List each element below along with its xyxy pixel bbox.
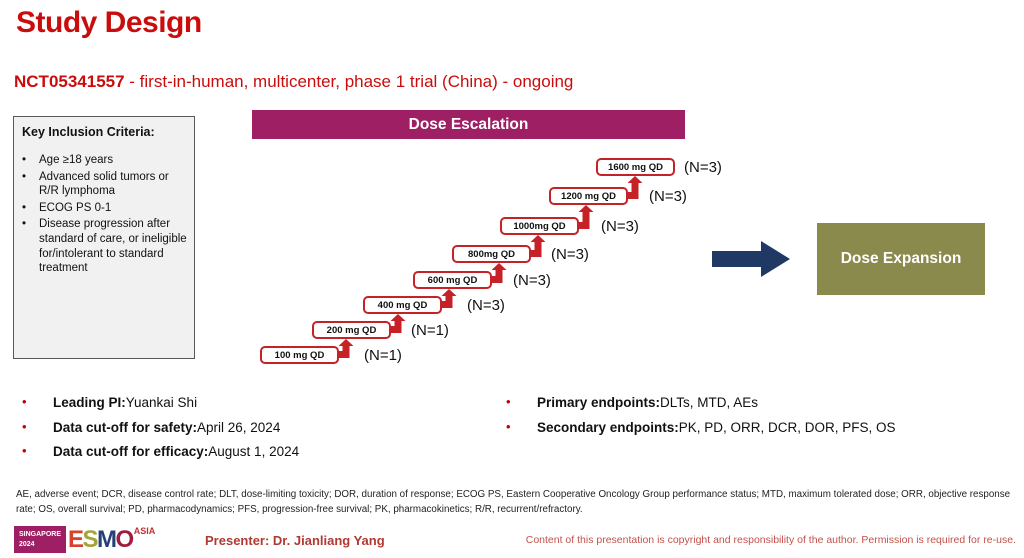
inclusion-item: • Disease progression after standard of c… (22, 217, 188, 275)
subtitle-rest: - first-in-human, multicenter, phase 1 t… (124, 72, 574, 91)
logo-letters: ESMO (68, 526, 135, 553)
logo-badge: SINGAPORE 2024 (14, 526, 67, 553)
bullet-icon: • (22, 201, 27, 214)
detail-item: • Primary endpoints: DLTs, MTD, AEs (506, 394, 1016, 412)
inclusion-item-text: Advanced solid tumors or R/R lymphoma (39, 170, 169, 198)
detail-item: • Data cut-off for safety: April 26, 2024 (22, 419, 492, 437)
detail-value: PK, PD, ORR, DCR, DOR, PFS, OS (678, 419, 896, 435)
detail-label: Data cut-off for safety: (53, 419, 198, 435)
dose-box-100-mg-qd: 100 mg QD (260, 346, 339, 364)
subtitle: NCT05341557 - first-in-human, multicente… (14, 72, 573, 92)
page-title: Study Design (16, 6, 202, 39)
copyright-notice: Content of this presentation is copyrigh… (525, 534, 1016, 546)
logo-letter-s: S (82, 526, 99, 553)
logo-letter-o: O (115, 526, 135, 553)
bullet-icon: • (506, 418, 511, 434)
dose-box-400-mg-qd: 400 mg QD (363, 296, 442, 314)
inclusion-criteria-box: Key Inclusion Criteria: • Age ≥18 years • A… (13, 116, 195, 359)
dose-box-1000mg-qd: 1000mg QD (500, 217, 579, 235)
cohort-size-label: (N=1) (364, 347, 402, 364)
study-details-left: • Leading PI: Yuankai Shi • Data cut-off fo… (22, 394, 492, 468)
logo-letter-m: M (97, 526, 117, 553)
bullet-icon: • (506, 394, 511, 409)
inclusion-heading: Key Inclusion Criteria: (22, 125, 155, 139)
cohort-size-label: (N=3) (513, 272, 551, 289)
cohort-size-label: (N=3) (551, 246, 589, 263)
dose-box-1200-mg-qd: 1200 mg QD (549, 187, 628, 205)
inclusion-item-text: Age ≥18 years (39, 154, 114, 166)
bullet-icon: • (22, 418, 27, 434)
inclusion-item-text: ECOG PS 0-1 (39, 201, 112, 214)
dose-box-1600-mg-qd: 1600 mg QD (596, 158, 675, 176)
bullet-icon: • (22, 443, 27, 459)
detail-label: Leading PI: (53, 395, 126, 410)
bullet-icon: • (22, 154, 27, 166)
detail-value: April 26, 2024 (197, 419, 281, 435)
detail-label: Secondary endpoints: (537, 419, 679, 435)
dose-box-600-mg-qd: 600 mg QD (413, 271, 492, 289)
inclusion-item-text: Disease progression after standard of ca… (39, 218, 187, 275)
logo-letter-e: E (68, 526, 84, 553)
detail-value: DLTs, MTD, AEs (660, 395, 759, 410)
logo-event: SINGAPORE (19, 531, 62, 539)
dose-escalation-header: Dose Escalation (252, 110, 685, 139)
detail-value: Yuankai Shi (125, 395, 198, 410)
cohort-size-label: (N=3) (649, 188, 687, 205)
cohort-size-label: (N=3) (467, 297, 505, 314)
cohort-size-label: (N=3) (684, 159, 722, 176)
dose-expansion-box: Dose Expansion (817, 223, 985, 295)
inclusion-item: • ECOG PS 0-1 (22, 201, 188, 216)
footnote-abbreviations: AE, adverse event; DCR, disease control … (16, 489, 1011, 516)
detail-item: • Secondary endpoints: PK, PD, ORR, DCR, … (506, 419, 1016, 437)
bullet-icon: • (22, 218, 27, 231)
detail-item: • Leading PI: Yuankai Shi (22, 394, 492, 412)
detail-value: August 1, 2024 (208, 444, 300, 460)
detail-label: Primary endpoints: (537, 395, 661, 410)
cohort-size-label: (N=1) (411, 322, 449, 339)
inclusion-item: • Age ≥18 years (22, 153, 188, 168)
study-endpoints-right: • Primary endpoints: DLTs, MTD, AEs • Secon… (506, 394, 1016, 443)
dose-box-200-mg-qd: 200 mg QD (312, 321, 391, 339)
presenter-credit: Presenter: Dr. Jianliang Yang (205, 533, 385, 548)
bullet-icon: • (22, 394, 27, 409)
inclusion-item: • Advanced solid tumors or R/R lymphoma (22, 170, 188, 199)
bullet-icon: • (22, 170, 27, 183)
logo-year: 2024 (19, 540, 35, 548)
detail-item: • Data cut-off for efficacy: August 1, 20… (22, 443, 492, 461)
dose-box-800mg-qd: 800mg QD (452, 245, 531, 263)
trial-id: NCT05341557 (14, 72, 125, 91)
inclusion-list: • Age ≥18 years • Advanced solid tumors or … (22, 153, 188, 276)
detail-label: Data cut-off for efficacy: (53, 444, 209, 460)
transition-arrow-icon (712, 241, 790, 277)
esmo-asia-logo: SINGAPORE 2024 ESMO ASIA (14, 526, 155, 553)
logo-region: ASIA (133, 526, 156, 536)
cohort-size-label: (N=3) (601, 218, 639, 235)
